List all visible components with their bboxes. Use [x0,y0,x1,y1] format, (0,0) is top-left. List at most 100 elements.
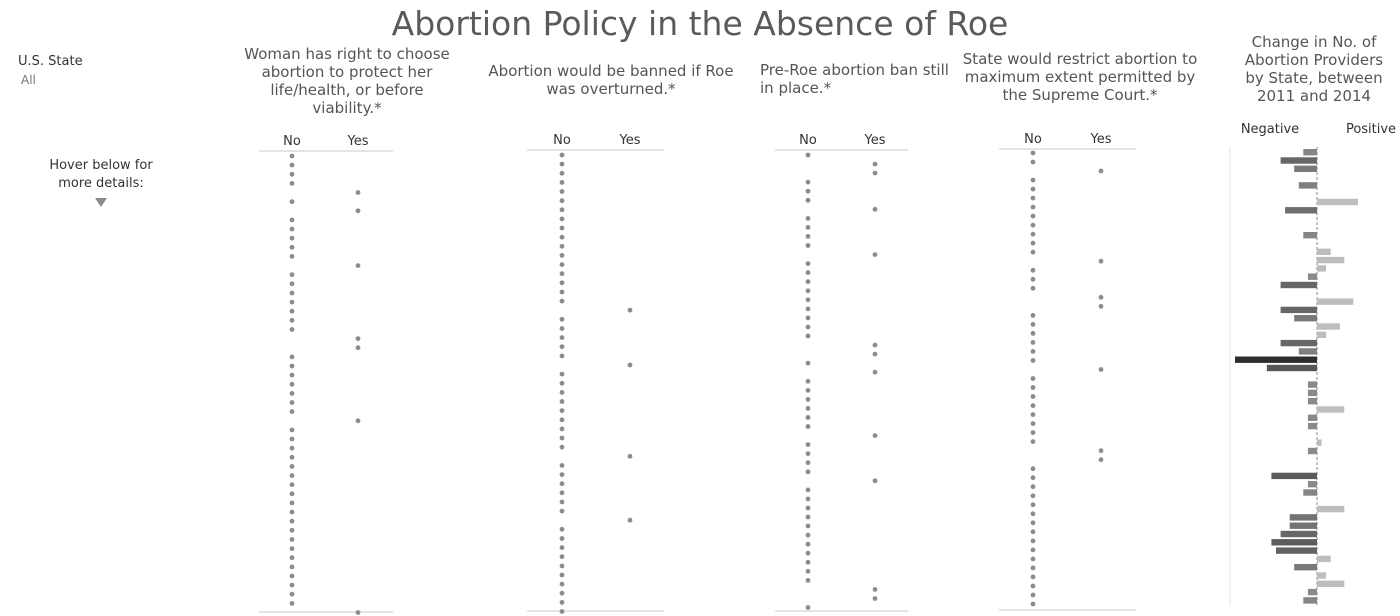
provider-change-bar[interactable] [1317,265,1327,272]
state-dot-yes[interactable] [1098,168,1104,174]
state-dot-no[interactable] [1030,240,1036,246]
state-dot-no[interactable] [805,261,811,266]
state-dot-yes[interactable] [1098,258,1104,264]
state-dot-no[interactable] [289,317,295,323]
state-dot-yes[interactable] [1098,457,1104,463]
state-dot-no[interactable] [805,469,811,475]
state-dot-yes[interactable] [872,252,878,257]
provider-change-bar[interactable] [1294,564,1317,571]
provider-change-bar[interactable] [1307,398,1317,405]
state-dot-yes[interactable] [355,190,361,195]
state-dot-no[interactable] [559,554,565,560]
state-dot-no[interactable] [289,601,295,606]
provider-change-bar[interactable] [1271,472,1317,480]
state-dot-no[interactable] [805,514,811,520]
state-dot-no[interactable] [289,171,295,177]
state-dot-no[interactable] [289,454,295,460]
state-dot-no[interactable] [1030,222,1036,228]
provider-change-bar[interactable] [1317,323,1340,330]
state-dot-no[interactable] [559,417,565,423]
state-dot-no[interactable] [559,161,565,167]
state-dot-yes[interactable] [627,307,633,313]
state-dot-no[interactable] [1030,466,1036,472]
state-dot-no[interactable] [289,199,295,205]
state-dot-no[interactable] [1030,574,1036,580]
state-dot-no[interactable] [289,327,295,332]
provider-change-bar[interactable] [1303,489,1317,496]
provider-change-bar[interactable] [1307,588,1317,596]
state-dot-no[interactable] [805,216,811,221]
state-dot-no[interactable] [805,496,811,502]
state-dot-no[interactable] [1030,313,1036,318]
state-dot-no[interactable] [559,189,565,194]
provider-change-bar[interactable] [1307,447,1317,455]
state-dot-no[interactable] [289,244,295,250]
state-dot-no[interactable] [1030,177,1036,183]
state-dot-no[interactable] [559,581,565,587]
state-dot-yes[interactable] [627,362,633,368]
state-dot-no[interactable] [1030,186,1036,192]
state-dot-no[interactable] [559,545,565,550]
provider-change-bar[interactable] [1303,232,1317,239]
provider-change-bar[interactable] [1317,572,1327,579]
provider-change-bar[interactable] [1280,157,1317,164]
state-dot-no[interactable] [289,473,295,478]
provider-change-bar[interactable] [1307,381,1317,388]
state-dot-no[interactable] [1030,358,1036,363]
state-dot-no[interactable] [289,299,295,305]
state-dot-no[interactable] [289,217,295,223]
state-dot-no[interactable] [1030,538,1036,544]
state-dot-no[interactable] [559,481,565,487]
state-dot-no[interactable] [805,523,811,529]
provider-change-bar[interactable] [1280,339,1317,347]
state-dot-no[interactable] [1030,403,1036,408]
state-dot-no[interactable] [289,564,295,570]
state-dot-no[interactable] [559,316,565,322]
state-dot-yes[interactable] [355,345,361,351]
state-dot-no[interactable] [289,445,295,451]
state-dot-no[interactable] [805,406,811,411]
state-dot-no[interactable] [805,179,811,185]
state-dot-no[interactable] [289,235,295,241]
state-dot-no[interactable] [805,442,811,447]
state-dot-no[interactable] [805,550,811,556]
state-dot-no[interactable] [559,463,565,468]
state-dot-yes[interactable] [1098,448,1104,454]
state-dot-yes[interactable] [872,596,878,601]
provider-change-bar[interactable] [1317,406,1345,413]
provider-change-bar[interactable] [1317,248,1331,255]
provider-change-bar[interactable] [1285,207,1317,214]
state-dot-no[interactable] [559,472,565,477]
state-dot-no[interactable] [559,444,565,450]
state-dot-no[interactable] [289,290,295,296]
state-dot-no[interactable] [289,162,295,168]
state-dot-no[interactable] [559,152,565,158]
provider-change-bar[interactable] [1280,530,1317,538]
state-dot-no[interactable] [289,391,295,396]
state-dot-no[interactable] [805,297,811,303]
state-dot-no[interactable] [805,306,811,312]
state-dot-no[interactable] [289,427,295,433]
state-dot-no[interactable] [805,451,811,457]
state-dot-no[interactable] [1030,475,1036,481]
state-dot-no[interactable] [559,390,565,395]
state-dot-no[interactable] [559,243,565,249]
state-dot-no[interactable] [1030,267,1036,273]
state-filter-value[interactable]: All [21,73,36,87]
state-dot-no[interactable] [559,435,565,441]
state-dot-no[interactable] [1030,430,1036,435]
state-dot-no[interactable] [805,460,811,466]
state-dot-no[interactable] [805,378,811,384]
state-dot-no[interactable] [289,555,295,561]
state-dot-no[interactable] [805,541,811,547]
state-dot-no[interactable] [559,399,565,404]
state-dot-no[interactable] [559,344,565,350]
state-dot-no[interactable] [1030,204,1036,210]
state-dot-no[interactable] [805,315,811,321]
state-dot-no[interactable] [289,464,295,469]
provider-change-bar[interactable] [1307,273,1317,280]
state-dot-no[interactable] [559,536,565,541]
state-dot-no[interactable] [289,409,295,414]
state-dot-no[interactable] [1030,484,1036,490]
state-dot-no[interactable] [289,181,295,186]
